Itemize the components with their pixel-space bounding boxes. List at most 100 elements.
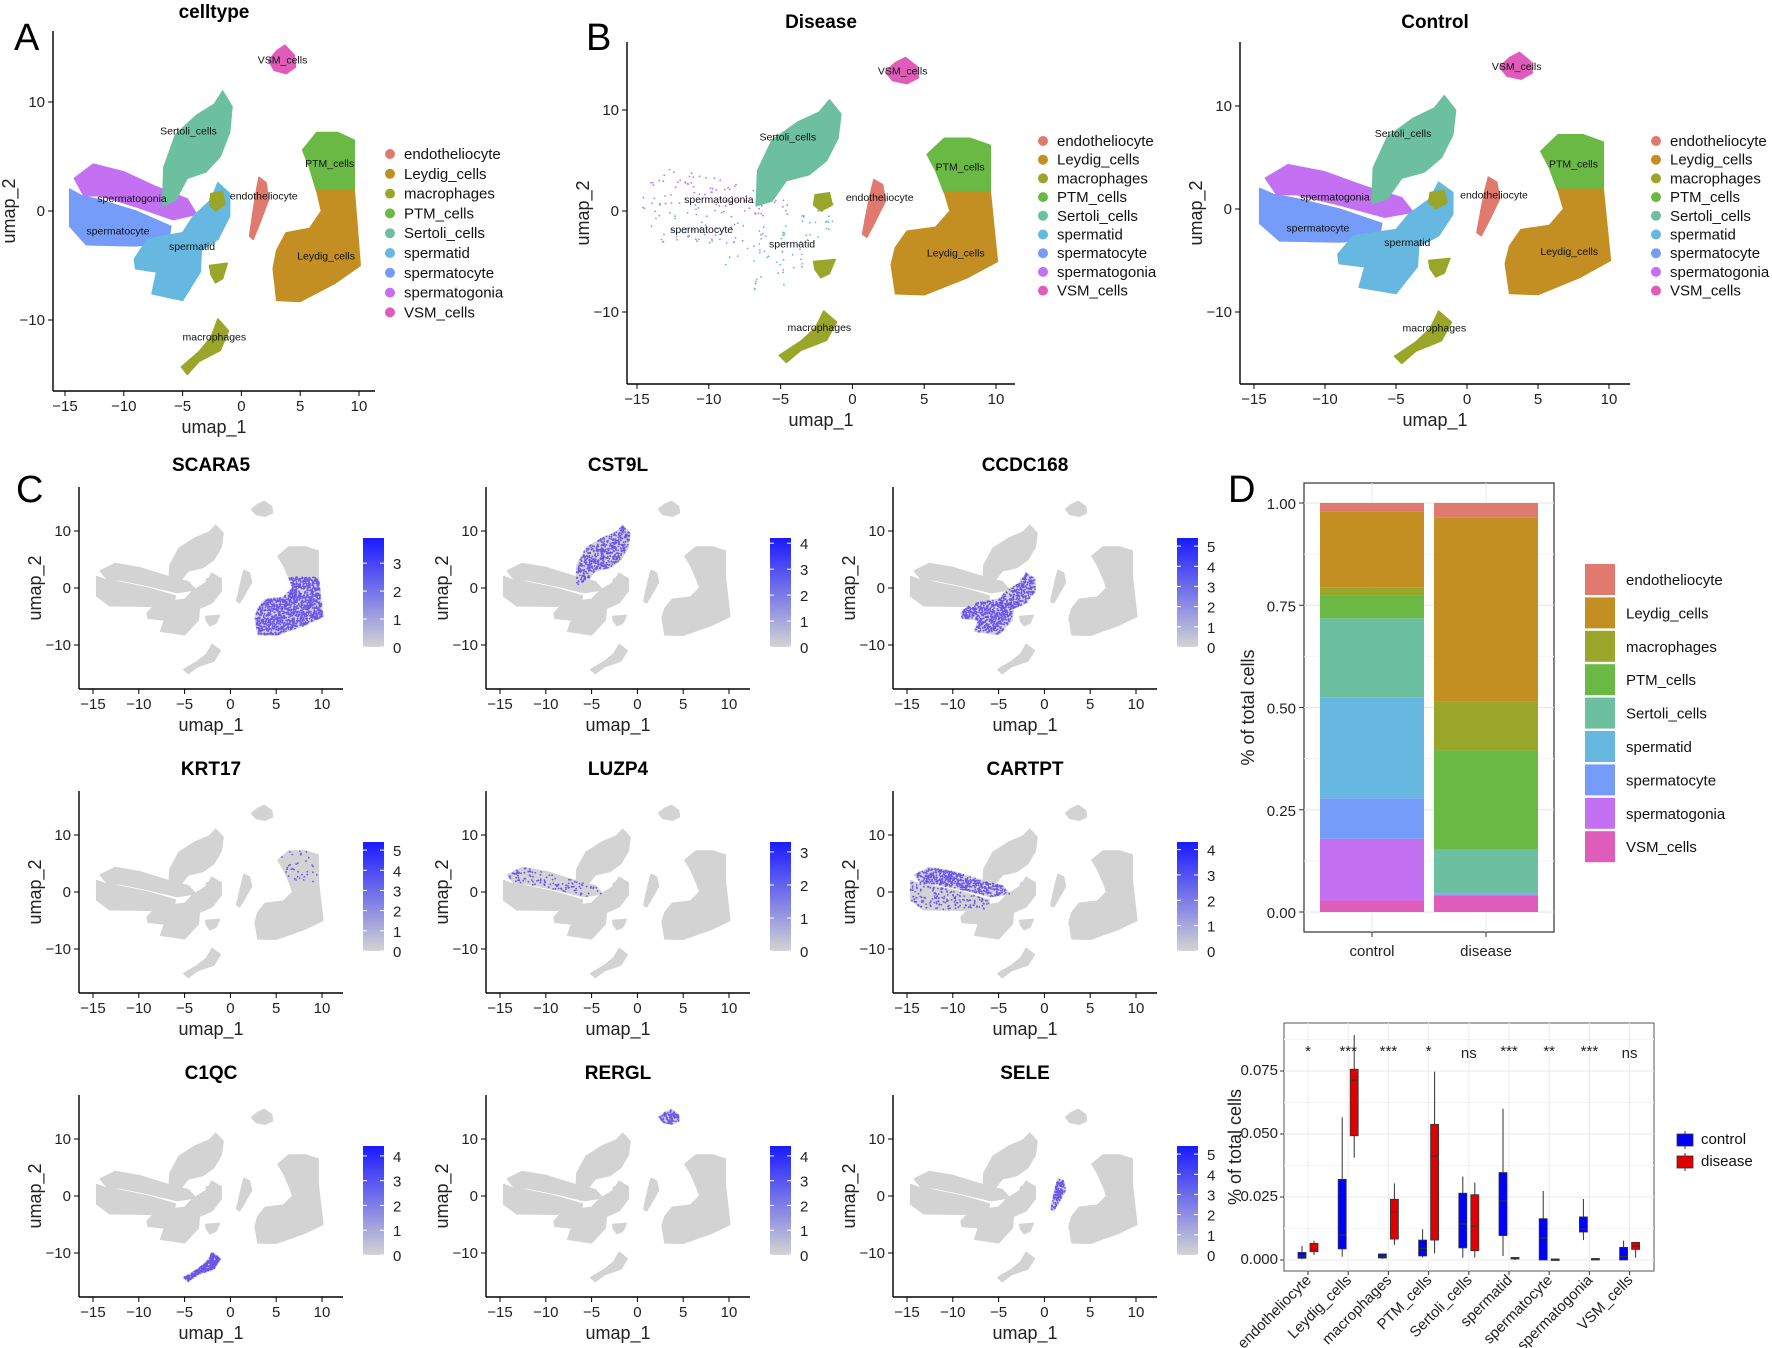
expressing-cell-point	[974, 883, 977, 886]
cell-point	[719, 179, 722, 182]
expressing-cell-point	[295, 622, 298, 625]
expressing-cell-point	[282, 601, 284, 604]
expressing-cell-point	[587, 552, 590, 555]
expressing-cell-point	[293, 589, 295, 591]
expressing-cell-point	[975, 616, 978, 619]
legend-key-VSM_cells	[1038, 285, 1048, 296]
expressing-cell-point	[257, 608, 260, 611]
expressing-cell-point	[311, 597, 313, 600]
expressing-cell-point	[562, 890, 565, 892]
expressing-cell-point	[931, 880, 934, 882]
expressing-cell-point	[295, 578, 298, 581]
cell-point	[708, 241, 711, 244]
expressing-cell-point	[305, 860, 307, 862]
expressing-cell-point	[953, 886, 956, 889]
cluster-macrophages	[589, 643, 629, 675]
cluster-macrophages_small2	[204, 1222, 221, 1235]
expressing-cell-point	[211, 1253, 214, 1256]
expressing-cell-point	[274, 631, 277, 634]
cluster-label: PTM_cells	[1549, 159, 1598, 171]
expressing-cell-point	[1008, 609, 1011, 611]
expressing-cell-point	[311, 587, 314, 590]
expressing-cell-point	[293, 583, 296, 586]
expressing-cell-point	[1022, 584, 1025, 587]
expressing-cell-point	[1009, 612, 1011, 615]
expressing-cell-point	[272, 608, 274, 611]
expressing-cell-point	[953, 882, 956, 885]
expressing-cell-point	[308, 589, 311, 592]
expressing-cell-point	[929, 873, 932, 876]
expressing-cell-point	[1003, 621, 1006, 624]
expressing-cell-point	[944, 880, 946, 883]
expressing-cell-point	[1020, 590, 1023, 592]
cell-point	[672, 171, 675, 174]
expressing-cell-point	[1004, 606, 1007, 609]
x-tick-label: −10	[126, 696, 151, 713]
expressing-cell-point	[588, 559, 591, 562]
expressing-cell-point	[947, 878, 949, 881]
expressing-cell-point	[994, 885, 996, 888]
expressing-cell-point	[302, 623, 305, 626]
expressing-cell-point	[1016, 596, 1019, 599]
expressing-cell-point	[290, 620, 293, 622]
cluster-endotheliocyte	[643, 873, 660, 908]
expressing-cell-point	[999, 889, 1002, 892]
expressing-cell-point	[1004, 602, 1006, 605]
x-axis-title: umap_1	[178, 1019, 243, 1040]
cluster-endotheliocyte	[1050, 569, 1067, 604]
expressing-cell-point	[590, 548, 593, 551]
legend-key-VSM_cells	[1651, 285, 1661, 296]
expressing-cell-point	[293, 607, 295, 610]
expressing-cell-point	[624, 536, 626, 539]
expressing-cell-point	[956, 885, 959, 888]
expressing-cell-point	[601, 552, 604, 555]
expressing-cell-point	[309, 593, 312, 595]
expressing-cell-point	[291, 625, 294, 628]
expressing-cell-point	[264, 604, 267, 607]
expressing-cell-point	[996, 613, 999, 616]
x-tick-label: −5	[583, 1000, 600, 1017]
expressing-cell-point	[988, 618, 991, 621]
y-tick-label: 10	[1215, 98, 1232, 115]
cluster-Leydig_cells	[272, 189, 361, 303]
expressing-cell-point	[981, 601, 983, 604]
legend-key-macrophages	[1038, 173, 1048, 184]
expressing-cell-point	[314, 599, 317, 602]
bar-segment-Leydig_cells	[1320, 511, 1424, 588]
expressing-cell-point	[985, 882, 987, 885]
expressing-cell-point	[266, 633, 269, 635]
expressing-cell-point	[973, 884, 975, 887]
expressing-cell-point	[529, 875, 532, 878]
expressing-cell-point	[545, 876, 548, 879]
expressing-cell-point	[301, 585, 304, 588]
expressing-cell-point	[624, 540, 627, 543]
expressing-cell-point	[1003, 614, 1005, 617]
expressing-cell-point	[315, 589, 317, 592]
expressing-cell-point	[999, 613, 1002, 615]
y-tick-label: 0	[63, 884, 71, 901]
significance-label: ns	[1622, 1045, 1638, 1062]
expressing-cell-point	[1013, 585, 1015, 588]
legend-label: VSM_cells	[1057, 283, 1128, 300]
cluster-Sertoli_cells	[168, 1132, 224, 1194]
expressing-cell-point	[940, 903, 943, 906]
cluster-spermatid	[146, 572, 222, 636]
x-tick-label: −5	[176, 696, 193, 713]
expressing-cell-point	[1015, 598, 1018, 600]
expressing-cell-point	[204, 1270, 207, 1273]
expressing-cell-point	[628, 538, 630, 541]
expressing-cell-point	[583, 572, 585, 575]
expressing-cell-point	[286, 866, 289, 869]
expressing-cell-point	[938, 878, 941, 881]
expressing-cell-point	[950, 877, 953, 880]
expressing-cell-point	[590, 544, 592, 547]
x-tick-label: 0	[633, 696, 641, 713]
cell-point	[685, 227, 688, 230]
expressing-cell-point	[922, 871, 925, 874]
expressing-cell-point	[592, 548, 594, 550]
expressing-cell-point	[195, 1270, 198, 1273]
x-tick-label: 10	[1128, 1304, 1145, 1321]
expressing-cell-point	[277, 633, 279, 636]
